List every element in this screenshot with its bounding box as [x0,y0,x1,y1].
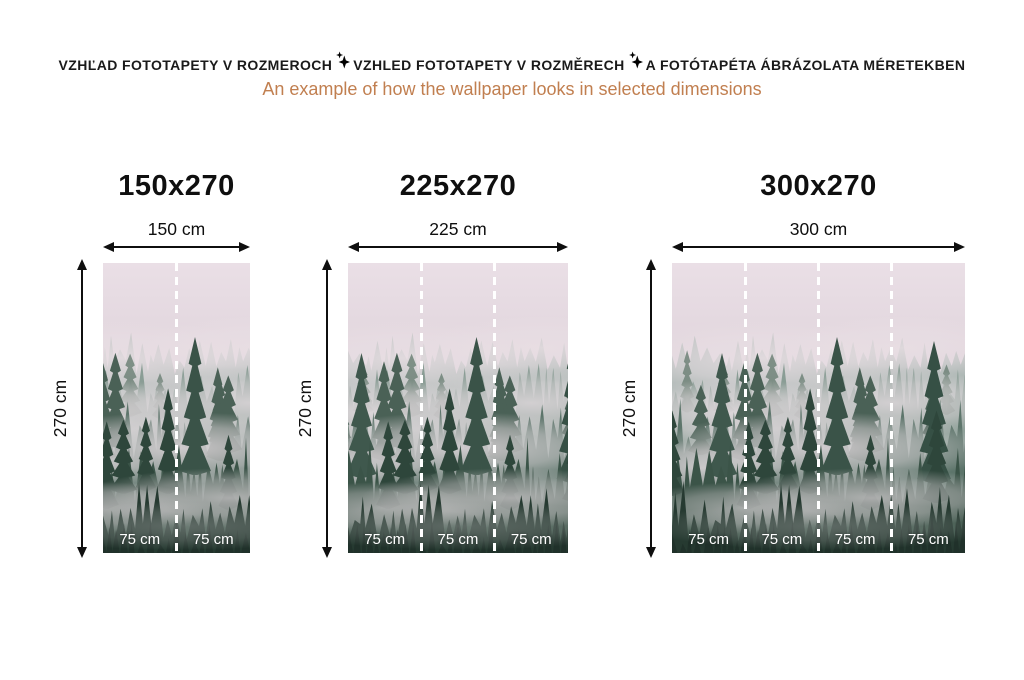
panel-title: 300x270 [760,170,877,202]
header-title: VZHĽAD FOTOTAPETY V ROZMEROCH VZHLED FOTO… [0,51,1024,78]
header-segment-cz: VZHLED FOTOTAPETY V ROZMĚRECH [353,56,625,73]
strip-width-label: 75 cm [364,531,406,548]
height-arrow [321,259,333,558]
height-dimension-label: 270 cm [295,379,316,437]
height-arrow [76,259,88,558]
strip-width-label: 75 cm [437,531,479,548]
height-dimension-label: 270 cm [50,379,71,437]
strip-width-label: 75 cm [510,531,552,548]
panel-seam-divider [890,263,894,553]
arrowhead-down-icon [322,547,332,558]
sparkle-icon [628,51,643,72]
height-arrow [645,259,657,558]
width-arrow [103,240,250,253]
arrowhead-up-icon [322,259,332,270]
panel-seam-divider [743,263,747,553]
panel-seam-divider [175,263,178,553]
strip-width-label: 75 cm [761,531,803,548]
arrowhead-left-icon [672,241,683,252]
wallpaper-preview-300x270: 75 cm 75 cm 75 cm 75 cm [672,263,965,553]
panel-title: 225x270 [399,170,517,202]
height-dimension-label: 270 cm [619,379,640,437]
wallpaper-preview-225x270: 75 cm 75 cm 75 cm [348,263,568,553]
sparkle-icon [335,51,351,72]
width-arrow [348,240,568,253]
header-segment-sk: VZHĽAD FOTOTAPETY V ROZMEROCH [58,56,333,73]
arrowhead-up-icon [646,259,656,270]
arrowhead-right-icon [954,241,965,252]
width-dimension-label: 225 cm [429,219,487,239]
arrowhead-down-icon [646,547,656,558]
strip-width-label: 75 cm [688,531,730,548]
width-dimension-label: 150 cm [147,219,206,239]
header-subtitle: An example of how the wallpaper looks in… [262,79,762,99]
arrowhead-left-icon [103,241,114,252]
arrowhead-right-icon [239,241,250,252]
width-dimension-label: 300 cm [789,219,848,239]
width-arrow [672,240,965,253]
strip-width-label: 75 cm [834,531,876,548]
header-segment-hu: A FOTÓTAPÉTA ÁBRÁZOLATA MÉRETEKBEN [645,56,966,73]
arrowhead-right-icon [557,241,568,252]
strip-width-label: 75 cm [192,531,234,548]
wallpaper-preview-150x270: 75 cm 75 cm [103,263,250,553]
arrowhead-up-icon [77,259,87,270]
panel-title: 150x270 [118,170,235,202]
strip-width-label: 75 cm [119,531,161,548]
strip-width-label: 75 cm [907,531,949,548]
panel-seam-divider [493,263,497,553]
arrowhead-left-icon [348,241,359,252]
arrowhead-down-icon [77,547,87,558]
panel-seam-divider [817,263,820,553]
panel-seam-divider [419,263,423,553]
